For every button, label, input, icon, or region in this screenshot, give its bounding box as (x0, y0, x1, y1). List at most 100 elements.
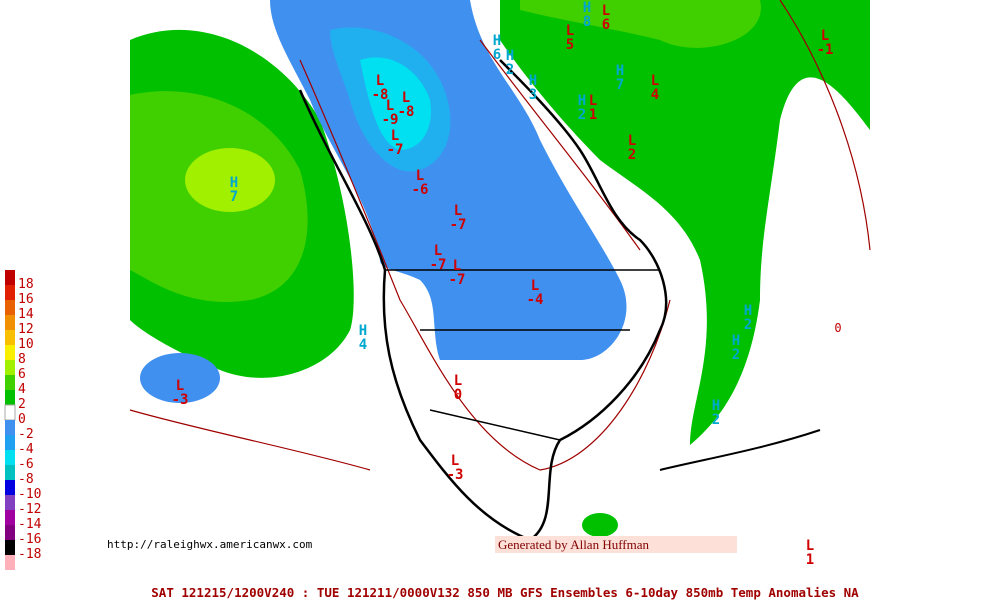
anomaly-value: 6 (493, 47, 501, 63)
pressure-center: L (602, 3, 610, 19)
pressure-center: L (454, 373, 462, 389)
pressure-center: H (616, 63, 624, 79)
legend-swatch (4, 404, 16, 421)
pressure-center: L (434, 243, 442, 259)
legend-swatch (5, 390, 15, 405)
pressure-center: H (230, 175, 238, 191)
anomaly-value: 0 (454, 387, 462, 403)
anomaly-green (582, 513, 618, 537)
anomaly-value: -3 (447, 467, 464, 483)
anomaly-value: -3 (172, 392, 189, 408)
legend-label: 8 (18, 352, 26, 367)
coastline (298, 59, 668, 542)
legend-label: -2 (18, 427, 34, 442)
anomaly-value: 2 (744, 317, 752, 333)
legend-swatch (5, 525, 15, 540)
anomaly-value: -7 (387, 142, 404, 158)
legend-label: 14 (18, 307, 34, 322)
legend-label: -8 (18, 472, 34, 487)
anomaly-value: 3 (529, 87, 537, 103)
legend-label: -4 (18, 442, 34, 457)
pressure-center: L (628, 133, 636, 149)
contour (779, 0, 871, 251)
anomaly-yellowgreen (185, 148, 275, 212)
pressure-center: H (578, 93, 586, 109)
legend-label: 12 (18, 322, 34, 337)
pressure-center: L (651, 73, 659, 89)
legend-swatch (5, 285, 15, 300)
anomaly-value: 7 (230, 189, 238, 205)
legend-label: 18 (18, 277, 34, 292)
pressure-center: H (359, 323, 367, 339)
anomaly-value: 4 (651, 87, 659, 103)
anomaly-green (500, 0, 870, 445)
footer: SAT 121215/1200V240 : TUE 121211/0000V13… (151, 585, 859, 600)
pressure-center: L (589, 93, 597, 109)
legend-swatch (5, 510, 15, 525)
pressure-center: L (376, 73, 384, 89)
anomaly-value: -8 (398, 104, 415, 120)
anomaly-value: 2 (628, 147, 636, 163)
legend-swatch (5, 495, 15, 510)
legend-swatch (5, 435, 15, 450)
pressure-center: L (416, 168, 424, 184)
legend-label: -6 (18, 457, 34, 472)
anomaly-value: 8 (583, 14, 591, 30)
anomaly-value: -1 (817, 42, 834, 58)
legend-swatch (5, 555, 15, 570)
legend-swatch (5, 315, 15, 330)
credit: Generated by Allan Huffman (498, 537, 650, 552)
anomaly-value: 2 (578, 107, 586, 123)
url: http://raleighwx.americanwx.com (107, 538, 313, 551)
anomaly-value: 4 (359, 337, 367, 353)
anomaly-value: 6 (602, 17, 610, 33)
pressure-center: L (402, 90, 410, 106)
pressure-center: H (744, 303, 752, 319)
legend-label: -12 (18, 502, 41, 517)
anomaly-value: -4 (527, 292, 544, 308)
pressure-center: H (712, 398, 720, 414)
legend-label: 2 (18, 397, 26, 412)
anomaly-value: 7 (616, 77, 624, 93)
pressure-center: H (506, 48, 514, 64)
anomaly-value: -6 (412, 182, 429, 198)
anomaly-value: -7 (450, 217, 467, 233)
pressure-center: H (732, 333, 740, 349)
pressure-center: H (493, 33, 501, 49)
pressure-center: L (386, 98, 394, 114)
legend-swatch (5, 375, 15, 390)
anomaly-value: 2 (732, 347, 740, 363)
anomaly-value: 1 (589, 107, 597, 123)
legend-swatch (5, 345, 15, 360)
legend-swatch (5, 300, 15, 315)
anomaly-green-light (520, 0, 761, 48)
pressure-center: L (454, 203, 462, 219)
legend-label: 0 (18, 412, 26, 427)
pressure-center: L (821, 28, 829, 44)
anomaly-value: 2 (712, 412, 720, 428)
legend-label: -14 (18, 517, 42, 532)
legend-swatch (5, 540, 15, 555)
legend-swatch (5, 465, 15, 480)
legend-swatch (5, 330, 15, 345)
legend-swatch (5, 270, 15, 285)
pressure-center: L (451, 453, 459, 469)
anomaly-value: -9 (382, 112, 399, 128)
legend-label: 4 (18, 382, 26, 397)
anomaly-value: 2 (506, 62, 514, 78)
legend-label: 6 (18, 367, 26, 382)
credit-box (495, 536, 737, 553)
border (385, 269, 660, 441)
anomaly-value: 1 (806, 552, 814, 568)
legend-label: 10 (18, 337, 34, 352)
pressure-center: L (566, 23, 574, 39)
anomaly-value: -7 (449, 272, 466, 288)
legend-label: -10 (18, 487, 41, 502)
pressure-center: L (453, 258, 461, 274)
anomaly-value: -7 (430, 257, 447, 273)
pressure-center: L (176, 378, 184, 394)
legend-swatch (5, 480, 15, 495)
